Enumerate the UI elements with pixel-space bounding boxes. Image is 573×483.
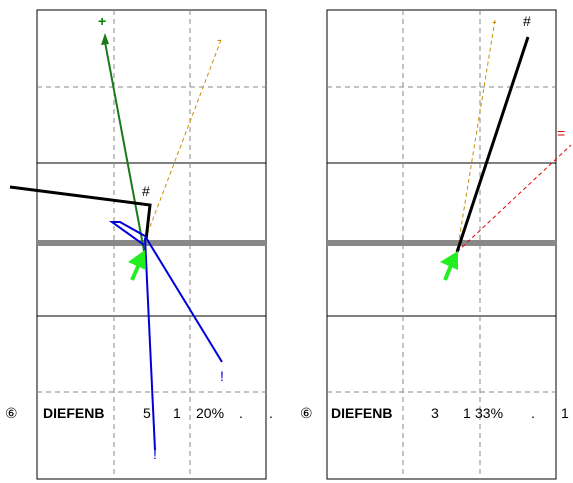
right-panel: - # = ⑥ DIEFENB 3 1 33% . 1 <box>300 9 572 480</box>
right-circled-number: ⑥ <box>300 405 313 421</box>
left-excl-label-b: ! <box>153 446 157 462</box>
right-percent: 33% <box>475 405 503 421</box>
left-hash-label: # <box>142 183 150 199</box>
left-orange-vector <box>144 39 222 241</box>
right-dot1: . <box>531 405 535 421</box>
right-red-vector <box>456 144 572 253</box>
left-dot2: . <box>269 405 273 421</box>
left-green-vector <box>104 41 146 257</box>
left-num2: 1 <box>173 405 181 421</box>
right-equals-label: = <box>557 125 565 141</box>
left-circled-number: ⑥ <box>5 405 18 421</box>
right-green-arrow-head <box>440 251 458 270</box>
left-green-arrowhead <box>101 33 109 45</box>
left-dot1: . <box>239 405 243 421</box>
right-black-vector <box>455 36 530 253</box>
left-black-path <box>9 185 152 241</box>
right-num1: 3 <box>431 405 439 421</box>
left-green-arrow-head <box>128 250 146 270</box>
left-num1: 5 <box>143 405 151 421</box>
right-name: DIEFENB <box>331 405 392 421</box>
left-percent: 20% <box>196 405 224 421</box>
right-trail: 1 <box>561 405 569 421</box>
left-panel: + - # ! ! ⑥ DIEFENB 5 1 20% . . <box>5 9 273 480</box>
left-plus-label: + <box>98 13 106 29</box>
left-blue-path-b <box>144 237 156 451</box>
right-hash-label: # <box>523 13 531 29</box>
right-num2: 1 <box>463 405 471 421</box>
left-name: DIEFENB <box>43 405 104 421</box>
left-excl-label-a: ! <box>220 368 224 384</box>
right-dash-label: - <box>492 13 497 29</box>
right-orange-vector <box>456 19 496 253</box>
left-blue-path-a <box>108 221 223 363</box>
left-dash-label: - <box>217 31 222 47</box>
